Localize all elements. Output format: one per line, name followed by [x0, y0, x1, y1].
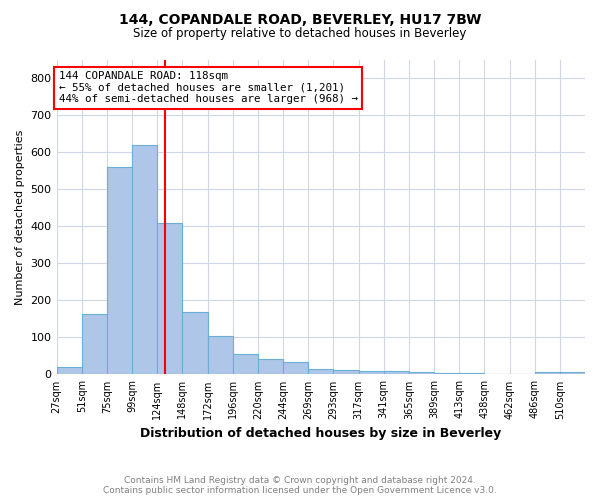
- Bar: [283, 362, 308, 374]
- Bar: [56, 367, 82, 374]
- Text: 144, COPANDALE ROAD, BEVERLEY, HU17 7BW: 144, COPANDALE ROAD, BEVERLEY, HU17 7BW: [119, 12, 481, 26]
- Bar: [334, 370, 359, 374]
- X-axis label: Distribution of detached houses by size in Beverley: Distribution of detached houses by size …: [140, 427, 502, 440]
- Bar: [308, 369, 334, 374]
- Bar: [132, 145, 157, 374]
- Text: Size of property relative to detached houses in Beverley: Size of property relative to detached ho…: [133, 28, 467, 40]
- Bar: [208, 336, 233, 374]
- Bar: [233, 354, 258, 374]
- Bar: [157, 223, 182, 374]
- Bar: [535, 372, 560, 374]
- Bar: [82, 314, 107, 374]
- Bar: [560, 372, 585, 374]
- Bar: [359, 370, 383, 374]
- Text: 144 COPANDALE ROAD: 118sqm
← 55% of detached houses are smaller (1,201)
44% of s: 144 COPANDALE ROAD: 118sqm ← 55% of deta…: [59, 71, 358, 104]
- Text: Contains HM Land Registry data © Crown copyright and database right 2024.
Contai: Contains HM Land Registry data © Crown c…: [103, 476, 497, 495]
- Bar: [434, 372, 459, 374]
- Bar: [107, 168, 132, 374]
- Bar: [258, 358, 283, 374]
- Bar: [383, 372, 409, 374]
- Y-axis label: Number of detached properties: Number of detached properties: [15, 130, 25, 305]
- Bar: [409, 372, 434, 374]
- Bar: [182, 312, 208, 374]
